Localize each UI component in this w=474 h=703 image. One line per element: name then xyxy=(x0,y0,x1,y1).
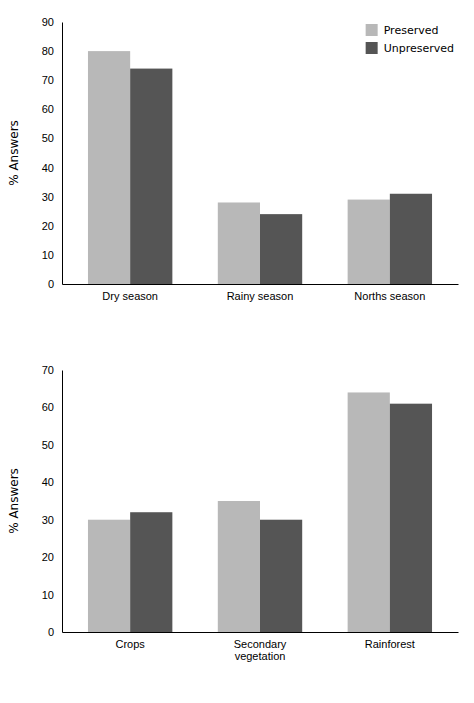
y-tick: 50 xyxy=(42,132,62,144)
bar xyxy=(348,200,390,284)
x-axis: Crops Secondaryvegetation Rainforest xyxy=(63,633,459,663)
legend-label: Unpreserved xyxy=(384,42,454,55)
legend-item: Unpreserved xyxy=(366,42,454,55)
x-axis-line xyxy=(63,284,459,285)
bar xyxy=(348,392,390,632)
x-tick-label: Rainy season xyxy=(227,290,294,302)
y-tick-label: 30 xyxy=(42,514,54,526)
legend-item: Preserved xyxy=(366,24,439,37)
bar xyxy=(130,69,172,284)
y-axis-line xyxy=(62,23,63,285)
y-tick: 30 xyxy=(42,191,62,203)
bars xyxy=(88,392,432,632)
y-tick: 50 xyxy=(42,439,62,451)
x-axis: Dry season Rainy season Norths season xyxy=(63,285,459,302)
x-tick-label: Secondaryvegetation xyxy=(234,638,287,663)
chart: 0 10 20 30 40 50 60 70 80 90 Dry season Rainy seaso… xyxy=(7,16,459,302)
legend: Preserved Unpreserved xyxy=(366,24,454,55)
y-tick: 40 xyxy=(42,476,62,488)
y-tick: 20 xyxy=(42,551,62,563)
legend-swatch xyxy=(366,42,378,54)
y-tick-label: 20 xyxy=(42,220,54,232)
y-axis-title: % Answers xyxy=(7,120,21,186)
y-tick-label: 90 xyxy=(42,16,54,28)
y-axis: 0 10 20 30 40 50 60 70 80 90 xyxy=(42,16,63,290)
y-tick: 80 xyxy=(42,45,62,57)
y-tick-label: 50 xyxy=(42,439,54,451)
y-tick-label: 0 xyxy=(48,278,54,290)
x-tick-label: Dry season xyxy=(102,290,158,302)
y-tick: 60 xyxy=(42,103,62,115)
y-tick: 20 xyxy=(42,220,62,232)
y-tick-label: 70 xyxy=(42,364,54,376)
y-tick: 70 xyxy=(42,364,62,376)
y-tick: 10 xyxy=(42,589,62,601)
x-tick: Dry season xyxy=(102,290,158,302)
legend-label: Preserved xyxy=(384,24,439,37)
y-tick: 30 xyxy=(42,514,62,526)
y-tick-label: 40 xyxy=(42,476,54,488)
x-tick: Secondaryvegetation xyxy=(234,638,287,663)
bar xyxy=(218,501,260,632)
y-tick-label: 10 xyxy=(42,589,54,601)
y-axis-line xyxy=(62,371,63,633)
y-tick-label: 60 xyxy=(42,103,54,115)
bar xyxy=(88,520,130,632)
x-tick: Rainforest xyxy=(365,638,415,650)
bar xyxy=(390,194,432,284)
bar xyxy=(260,214,302,284)
bar xyxy=(218,202,260,284)
y-tick-label: 10 xyxy=(42,249,54,261)
figure: 0 10 20 30 40 50 60 70 80 90 Dry season Rainy seaso… xyxy=(0,0,474,703)
y-tick-label: 30 xyxy=(42,191,54,203)
x-tick: Norths season xyxy=(354,290,425,302)
y-tick-label: 70 xyxy=(42,74,54,86)
y-tick: 70 xyxy=(42,74,62,86)
y-tick-label: 60 xyxy=(42,401,54,413)
x-tick: Crops xyxy=(115,638,145,650)
y-tick-label: 20 xyxy=(42,551,54,563)
y-tick-label: 0 xyxy=(48,626,54,638)
x-axis-line xyxy=(63,632,459,633)
x-tick: Rainy season xyxy=(227,290,294,302)
y-tick-label: 80 xyxy=(42,45,54,57)
y-tick: 0 xyxy=(48,626,62,638)
bar xyxy=(88,51,130,284)
y-axis-title: % Answers xyxy=(7,468,21,534)
legend-swatch xyxy=(366,24,378,36)
x-tick-label: Rainforest xyxy=(365,638,415,650)
x-tick-label: Norths season xyxy=(354,290,425,302)
chart: 0 10 20 30 40 50 60 70 Crops Secondaryvegetation R… xyxy=(7,364,459,662)
x-tick-label: Crops xyxy=(115,638,145,650)
y-tick-label: 40 xyxy=(42,162,54,174)
bar xyxy=(260,520,302,632)
bar xyxy=(130,512,172,632)
y-axis: 0 10 20 30 40 50 60 70 xyxy=(42,364,63,638)
y-tick: 0 xyxy=(48,278,62,290)
y-tick: 10 xyxy=(42,249,62,261)
y-tick: 90 xyxy=(42,16,62,28)
y-tick: 60 xyxy=(42,401,62,413)
bars xyxy=(88,51,432,284)
y-tick: 40 xyxy=(42,162,62,174)
bar xyxy=(390,404,432,632)
y-tick-label: 50 xyxy=(42,132,54,144)
